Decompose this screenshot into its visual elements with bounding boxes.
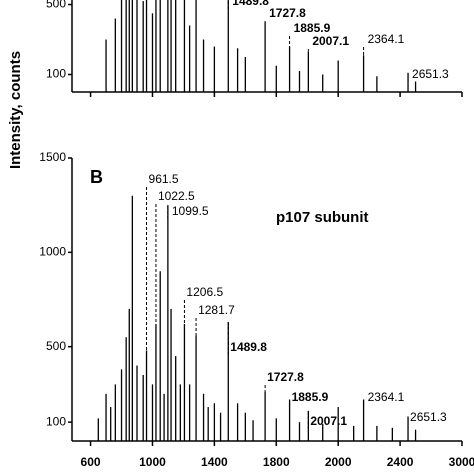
y-tick-label: 100	[46, 414, 66, 428]
peak-label: 961.5	[149, 172, 179, 186]
x-tick-label: 600	[81, 455, 101, 469]
x-tick-label: 2400	[387, 455, 414, 469]
peak-label: 2007.1	[310, 414, 347, 428]
y-tick-label: 500	[46, 0, 66, 11]
peak-label: 1489.8	[232, 0, 269, 8]
peak-label: 1281.7	[198, 303, 235, 317]
peak-label: 1885.9	[292, 390, 329, 404]
peak-label: 2651.3	[410, 410, 447, 424]
peak-label: 2007.1	[312, 34, 349, 48]
x-tick-label: 2000	[325, 455, 352, 469]
peak-label: 1489.8	[230, 340, 267, 354]
peak-label: 1206.5	[186, 285, 223, 299]
peak-label: 1727.8	[267, 370, 304, 384]
panel-label: B	[90, 167, 103, 187]
peak-label: 2364.1	[368, 32, 405, 46]
y-tick-label: 1500	[39, 150, 66, 164]
y-tick-label: 1000	[39, 245, 66, 259]
peak-label: 2651.3	[412, 67, 449, 81]
x-tick-label: 3000	[449, 455, 474, 469]
x-tick-label: 1000	[139, 455, 166, 469]
y-tick-label: 100	[46, 67, 66, 81]
x-tick-label: 1800	[263, 455, 290, 469]
y-tick-label: 500	[46, 339, 66, 353]
peak-label: 1727.8	[269, 6, 306, 20]
y-axis-label: Intensity, counts	[7, 51, 24, 169]
x-tick-label: 1400	[201, 455, 228, 469]
panel-title: p107 subunit	[276, 209, 369, 226]
peak-label: 1885.9	[294, 21, 331, 35]
peak-label: 2364.1	[368, 390, 405, 404]
peak-label: 1022.5	[158, 189, 195, 203]
peak-label: 1099.5	[172, 204, 209, 218]
